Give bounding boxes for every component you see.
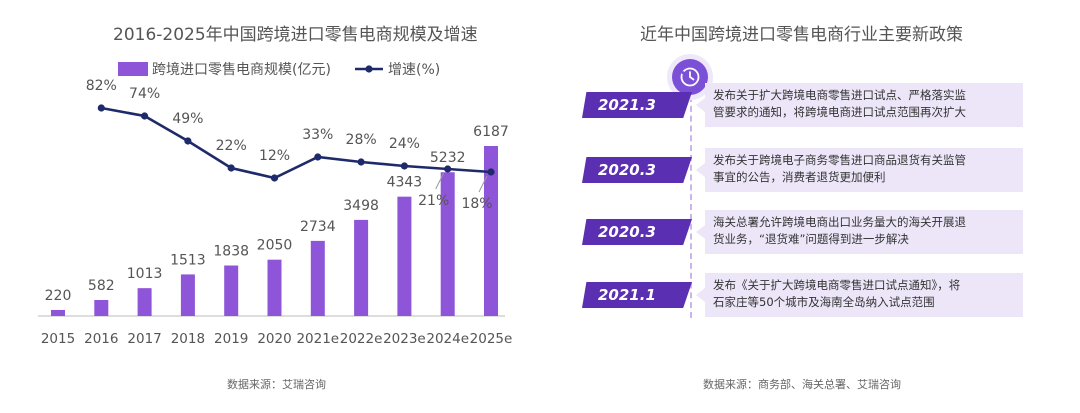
- bar: [354, 219, 369, 316]
- x-tick-label: 2018: [171, 331, 205, 347]
- right-data-source: 数据来源：商务部、海关总署、艾瑞咨询: [703, 378, 901, 391]
- bar: [267, 259, 282, 316]
- policy-text-line: 海关总署允许跨境电商出口业务量大的海关开展退: [713, 215, 966, 229]
- policy-year-tag: 2020.3: [582, 157, 692, 183]
- growth-value-label: 22%: [216, 138, 247, 154]
- bar-value-label: 220: [45, 288, 72, 304]
- legend-line-marker: [365, 65, 373, 73]
- right-panel-title: 近年中国跨境进口零售电商行业主要新政策: [640, 25, 963, 45]
- policy-description: 发布关于跨境电子商务零售进口商品退货有关监管 事宜的公告，消费者退货更加便利: [696, 148, 1023, 192]
- growth-value-label: 21%: [418, 193, 449, 209]
- bar-value-label: 2734: [300, 219, 336, 235]
- growth-point: [184, 137, 192, 145]
- bar: [137, 288, 152, 316]
- bar: [224, 265, 239, 316]
- bar: [180, 274, 195, 316]
- x-tick-label: 2022e: [340, 331, 383, 347]
- bar: [310, 240, 325, 316]
- bar: [484, 146, 498, 316]
- growth-value-label: 49%: [172, 111, 203, 127]
- policy-text-line: 管要求的通知，将跨境电商进口试点范围再次扩大: [713, 105, 966, 119]
- growth-point: [314, 153, 322, 161]
- bar: [397, 196, 412, 316]
- left-data-source: 数据来源：艾瑞咨询: [227, 378, 326, 391]
- growth-line: [101, 106, 492, 180]
- growth-value-label: 82%: [86, 78, 117, 94]
- growth-value-label: 28%: [346, 132, 377, 148]
- x-tick-label: 2015: [41, 331, 75, 347]
- growth-value-label: 74%: [129, 86, 160, 102]
- bar-value-label: 6187: [473, 124, 509, 140]
- bar-value-label: 3498: [343, 198, 379, 214]
- legend-line-label: 增速(%): [388, 62, 440, 78]
- bar-value-label: 582: [88, 278, 115, 294]
- bar-value-label: 1013: [127, 266, 163, 282]
- legend-bar-label: 跨境进口零售电商规模(亿元): [152, 62, 331, 78]
- growth-point: [444, 165, 452, 173]
- policy-description: 海关总署允许跨境电商出口业务量大的海关开展退 货业务，“退货难”问题得到进一步解…: [696, 210, 1023, 254]
- timeline-line: [690, 96, 692, 318]
- legend-bar-swatch: [118, 62, 148, 76]
- policy-text-line: 货业务，“退货难”问题得到进一步解决: [713, 232, 909, 246]
- growth-value-label: 33%: [302, 127, 333, 143]
- x-tick-label: 2019: [214, 331, 248, 347]
- policy-text-line: 石家庄等50个城市及海南全岛纳入试点范围: [713, 295, 935, 309]
- growth-value-label: 18%: [461, 196, 492, 212]
- label-leader-line: [435, 172, 445, 190]
- bar-value-label: 4343: [387, 175, 423, 191]
- growth-point: [357, 158, 365, 166]
- growth-point: [400, 162, 408, 170]
- policy-text-line: 发布关于扩大跨境电商零售进口试点、严格落实监: [713, 88, 966, 102]
- x-tick-label: 2021e: [296, 331, 339, 347]
- growth-point: [227, 164, 235, 172]
- policy-text-line: 事宜的公告，消费者退货更加便利: [713, 170, 886, 184]
- bar: [51, 309, 65, 316]
- x-tick-label: 2016: [84, 331, 118, 347]
- label-leader-line: [478, 175, 488, 193]
- policy-description: 发布关于扩大跨境电商零售进口试点、严格落实监 管要求的通知，将跨境电商进口试点范…: [696, 83, 1023, 127]
- growth-point: [141, 112, 149, 120]
- x-tick-label: 2017: [127, 331, 161, 347]
- x-tick-label: 2023e: [383, 331, 426, 347]
- policy-year-tag: 2020.3: [582, 219, 692, 245]
- growth-point: [97, 104, 105, 112]
- bar: [94, 300, 109, 316]
- bar: [440, 172, 455, 316]
- policy-description: 发布《关于扩大跨境电商零售进口试点通知》，将 石家庄等50个城市及海南全岛纳入试…: [696, 273, 1023, 317]
- bar-line-chart: 220 2015 582 2016 1013 2017 1513 2018 1838 2019 20…: [38, 62, 513, 347]
- growth-point: [487, 168, 495, 176]
- left-chart-title: 2016-2025年中国跨境进口零售电商规模及增速: [113, 25, 478, 45]
- growth-point: [270, 174, 279, 182]
- x-tick-label: 2025e: [470, 331, 513, 347]
- x-tick-label: 2020: [257, 331, 291, 347]
- x-tick-label: 2024e: [426, 331, 469, 347]
- growth-value-label: 12%: [259, 148, 290, 164]
- policy-text-line: 发布关于跨境电子商务零售进口商品退货有关监管: [713, 153, 966, 167]
- policy-text-line: 发布《关于扩大跨境电商零售进口试点通知》，将: [713, 278, 961, 292]
- bar-value-label: 1513: [170, 252, 206, 268]
- clock-icon: [672, 59, 708, 95]
- growth-value-label: 24%: [389, 136, 420, 152]
- bar-value-label: 1838: [213, 243, 249, 259]
- bar-value-label: 5232: [430, 150, 466, 166]
- policy-year-tag: 2021.3: [582, 92, 692, 118]
- bar-value-label: 2050: [257, 238, 293, 254]
- policy-year-tag: 2021.1: [582, 282, 692, 308]
